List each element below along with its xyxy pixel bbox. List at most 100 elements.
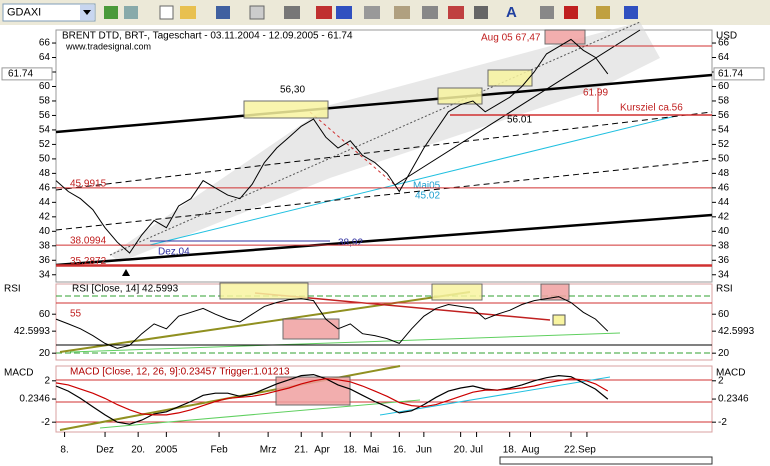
icon[interactable] [540, 6, 554, 19]
x-tick-label: Sep [578, 445, 596, 456]
y-tick-label: 60 [39, 81, 51, 92]
annotation: 61.99 [583, 88, 608, 99]
rsi-panel [55, 283, 713, 361]
y-tick-label: 48 [718, 168, 730, 179]
highlight-box [275, 376, 351, 406]
annotation: 38,92 [338, 238, 363, 249]
icon[interactable] [180, 6, 196, 19]
low-marker [122, 269, 130, 276]
y-tick-label: 46 [39, 183, 51, 194]
icon[interactable] [284, 6, 300, 19]
y-tick-label: -2 [718, 417, 727, 428]
y-tick-label: 54 [718, 125, 730, 136]
y-tick-label: 38 [39, 240, 51, 251]
x-tick-label: Dez [96, 445, 114, 456]
y-tick-label: 42 [39, 211, 51, 222]
scrollbar[interactable] [499, 456, 713, 465]
macd-trend [99, 399, 421, 429]
icon[interactable] [422, 6, 438, 19]
rsi-axis-label: RSI [4, 284, 21, 295]
y-tick-label: 60 [718, 309, 730, 320]
y-tick-label: 0.2346 [718, 394, 749, 405]
icon[interactable] [474, 6, 488, 19]
y-tick-label: 2 [718, 375, 724, 386]
x-tick-label: 16. [392, 445, 406, 456]
y-tick-label: 34 [39, 269, 51, 280]
y-tick-label: 0.2346 [19, 394, 50, 405]
icon[interactable] [249, 5, 265, 20]
highlight-box [540, 283, 570, 301]
annotation: 56,30 [280, 85, 305, 96]
icon[interactable] [364, 6, 380, 19]
y-tick-label: 36 [718, 255, 730, 266]
highlight-box [243, 100, 329, 119]
y-tick-label: 52 [718, 139, 730, 150]
icon[interactable] [216, 6, 230, 19]
y-tick-label: 46 [718, 183, 730, 194]
trend-line [55, 111, 713, 191]
highlight-box [552, 314, 566, 326]
trend-line [309, 111, 396, 186]
y-tick-label: 50 [39, 154, 51, 165]
y-tick-label: 60 [39, 309, 51, 320]
annotation: Mai05 [413, 181, 441, 192]
trend-line [149, 114, 681, 246]
y-tick-label: 58 [39, 96, 51, 107]
icon[interactable] [596, 6, 610, 19]
y-tick-label: 40 [39, 226, 51, 237]
symbol: GDAXI [7, 6, 41, 18]
trend-line [55, 73, 713, 134]
y-tick-label: 58 [718, 96, 730, 107]
y-tick-label: 56 [718, 110, 730, 121]
y-tick-label: 38 [718, 240, 730, 251]
x-tick-label: 18. [343, 445, 357, 456]
icon[interactable] [336, 6, 352, 19]
icon[interactable] [159, 5, 174, 20]
data-line [55, 38, 609, 254]
toolbar-icons [104, 5, 638, 20]
x-tick-label: 18. [503, 445, 517, 456]
icon[interactable] [394, 6, 410, 19]
price-axis-label: USD [716, 31, 737, 42]
icon[interactable] [316, 6, 332, 19]
y-tick-label: 40 [718, 226, 730, 237]
symbol-box[interactable] [2, 3, 96, 22]
last-box [713, 67, 765, 81]
y-tick-label: 2 [44, 375, 50, 386]
highlight-box [282, 318, 340, 340]
x-tick-label: 20. [131, 445, 145, 456]
y-tick-label: 20 [718, 348, 730, 359]
y-tick-label: 44 [718, 197, 730, 208]
y-tick-label: 42 [718, 211, 730, 222]
data-line [55, 373, 609, 425]
x-tick-label: 8. [60, 445, 68, 456]
icon[interactable] [448, 6, 464, 19]
highlight-box [487, 69, 533, 87]
last-value: 61.74 [718, 69, 743, 80]
rsi-trend [59, 291, 471, 353]
x-tick-label: Jun [416, 445, 432, 456]
x-tick-label: Apr [314, 445, 330, 456]
macd-panel [55, 365, 713, 433]
level-label: 45.9915 [70, 179, 107, 190]
annotation: Kursziel ca.56 [620, 103, 683, 114]
icon[interactable] [564, 6, 578, 19]
annotation: 45.02 [415, 191, 440, 202]
x-tick-label: Mai [363, 445, 379, 456]
last-box [1, 67, 53, 81]
x-tick-label: Mrz [260, 445, 277, 456]
icon[interactable] [624, 6, 638, 19]
rsi-axis-label: RSI [716, 284, 733, 295]
y-tick-label: 36 [39, 255, 51, 266]
icon[interactable] [124, 6, 138, 19]
icon[interactable] [104, 6, 118, 19]
macd-title: MACD [Close, 12, 26, 9]:0.23457 Trigger:… [70, 367, 290, 378]
macd-axis-label: MACD [716, 368, 745, 379]
font-icon[interactable]: A [506, 4, 517, 21]
y-tick-label: 66 [718, 38, 730, 49]
y-tick-label: 34 [718, 269, 730, 280]
annotation: Dez.04 [158, 247, 190, 258]
x-tick-label: 20. [454, 445, 468, 456]
y-tick-label: 54 [39, 125, 51, 136]
